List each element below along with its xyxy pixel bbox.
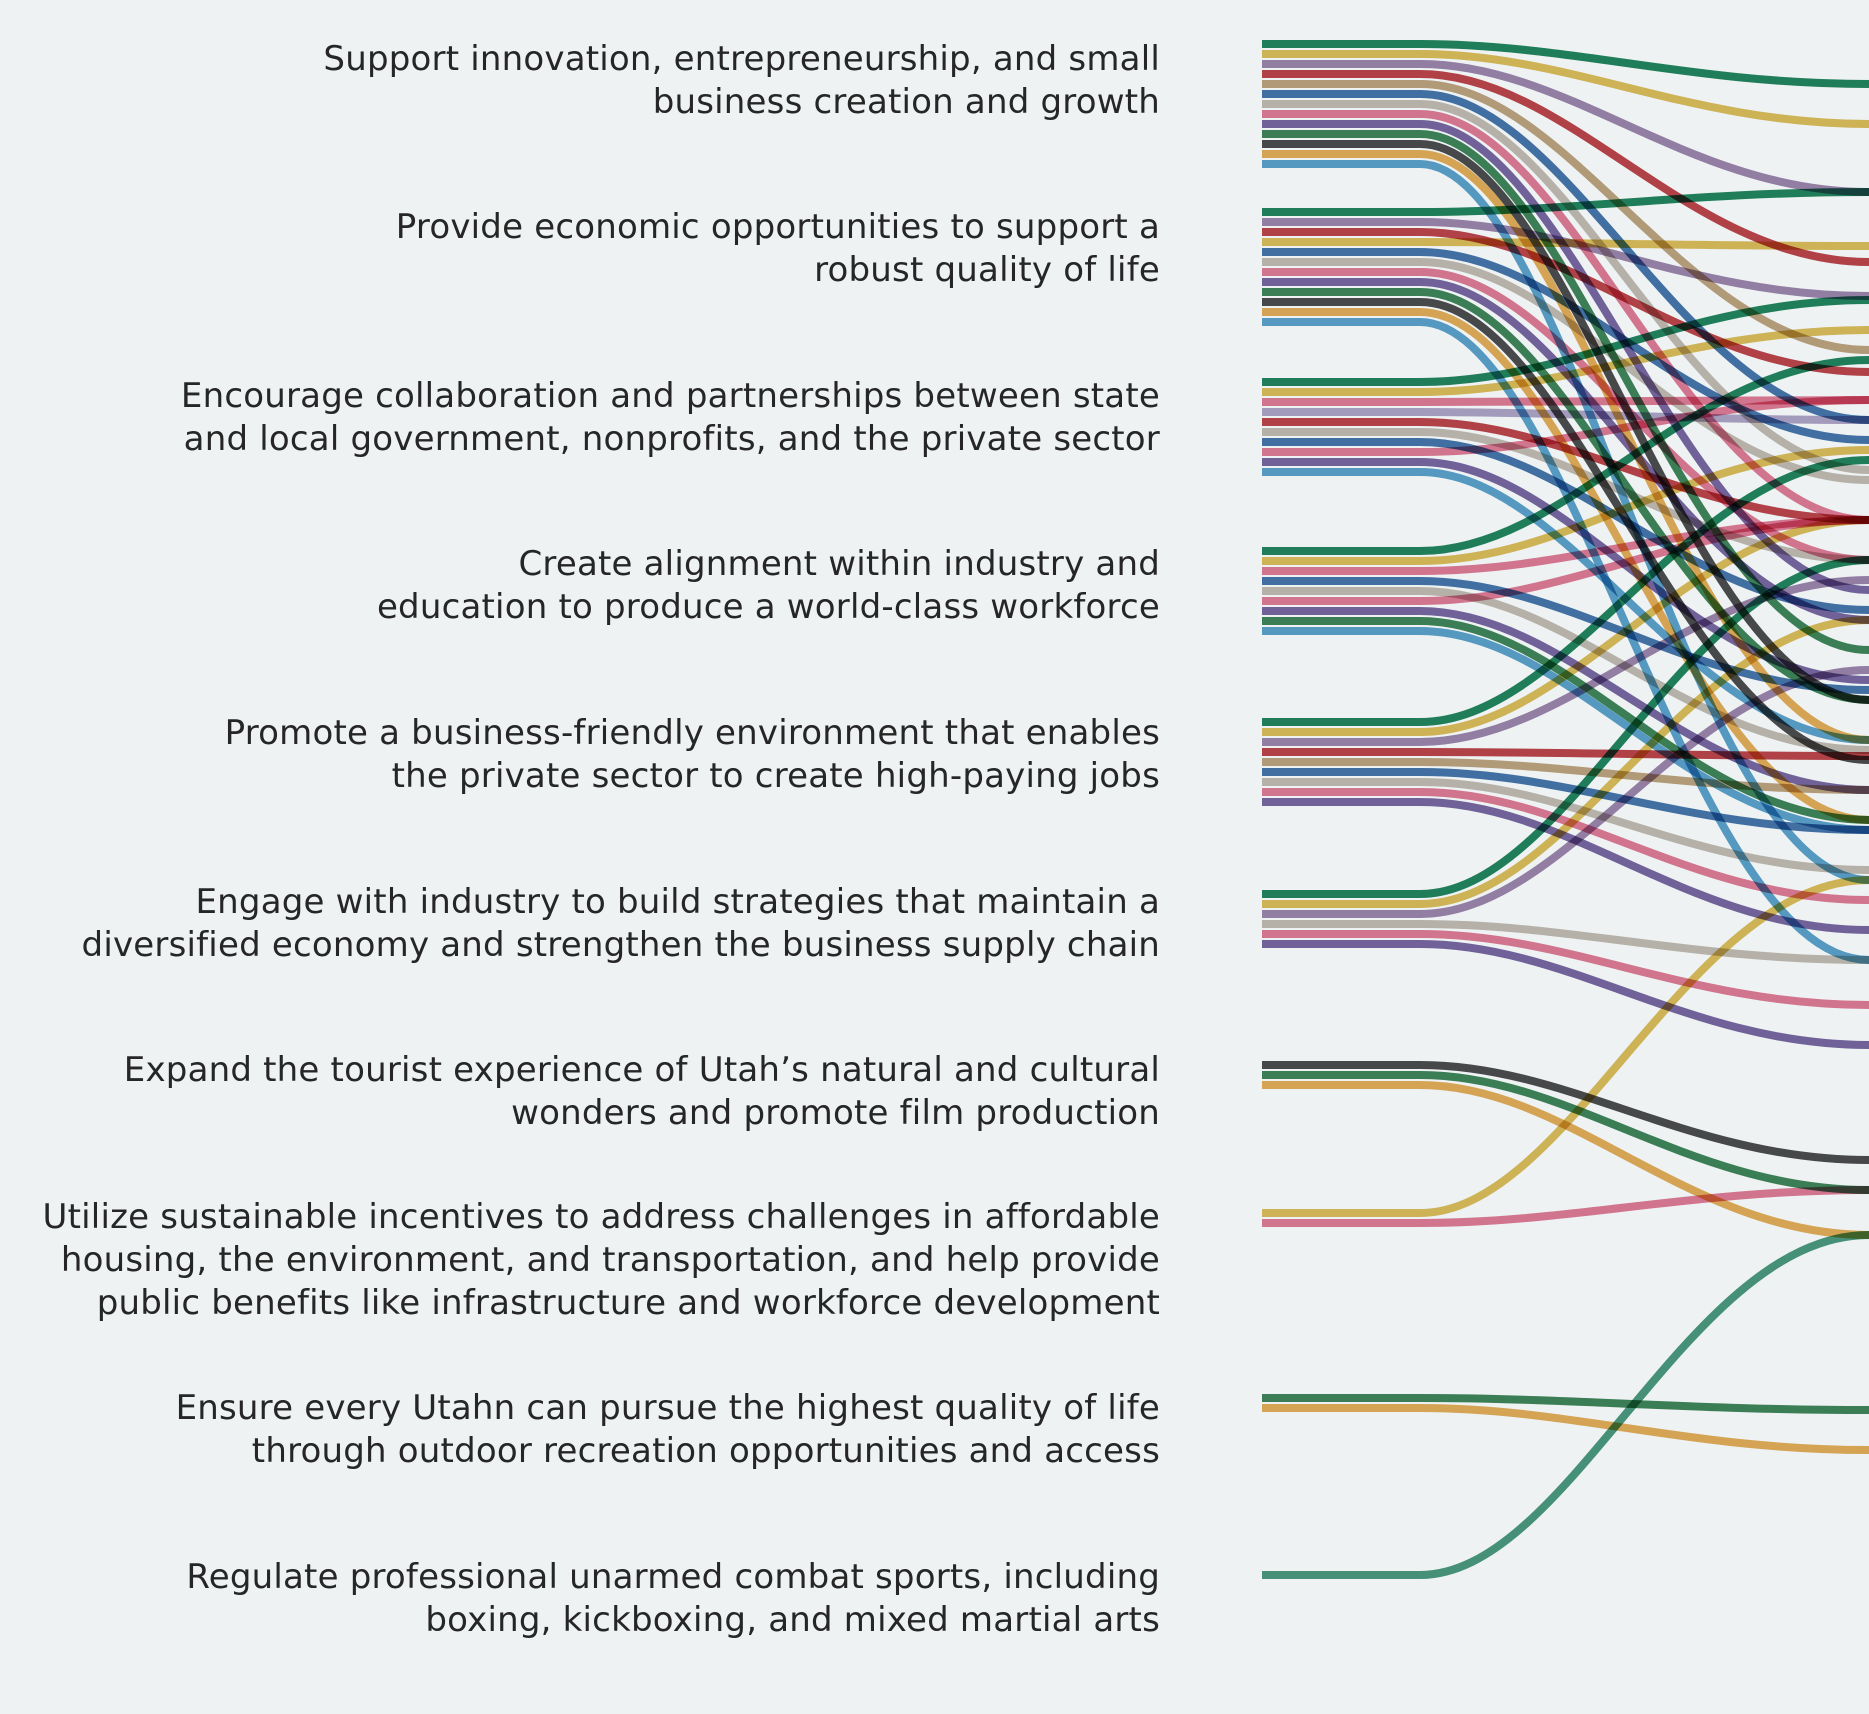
ribbon-purple <box>1262 60 1869 196</box>
ribbon-orange <box>1262 150 1869 744</box>
ribbon-purple <box>1262 576 1869 746</box>
ribbon-purple <box>1262 666 1869 918</box>
goal-label-line: through outdoor recreation opportunities… <box>251 1431 1160 1471</box>
ribbon-green <box>1262 188 1869 216</box>
ribbon-forest <box>1262 1394 1869 1414</box>
ribbon-pink <box>1262 1186 1869 1227</box>
goal-label: Encourage collaboration and partnerships… <box>40 375 1160 461</box>
ribbon-violet <box>1262 798 1869 934</box>
goal-label-line: Regulate professional unarmed combat spo… <box>186 1557 1160 1597</box>
ribbon-green <box>1262 356 1869 555</box>
ribbon-green <box>1262 40 1869 88</box>
ribbon-pink <box>1262 268 1869 564</box>
ribbon-yellow <box>1262 616 1869 908</box>
ribbon-yellow <box>1262 876 1869 1217</box>
goal-label-line: Ensure every Utahn can pursue the highes… <box>175 1388 1160 1428</box>
goal-label: Utilize sustainable incentives to addres… <box>40 1196 1160 1325</box>
goal-label: Regulate professional unarmed combat spo… <box>40 1556 1160 1642</box>
goal-label-line: business creation and growth <box>652 82 1160 122</box>
goal-label: Promote a business-friendly environment … <box>40 712 1160 798</box>
goal-label-line: and local government, nonprofits, and th… <box>183 419 1160 459</box>
goal-label: Engage with industry to build strategies… <box>40 881 1160 967</box>
goal-label-line: Provide economic opportunities to suppor… <box>395 207 1160 247</box>
ribbon-yellow <box>1262 238 1869 250</box>
goal-label-line: public benefits like infrastructure and … <box>96 1283 1160 1323</box>
ribbon-forest <box>1262 288 1869 704</box>
goal-label-line: Utilize sustainable incentives to addres… <box>42 1197 1160 1237</box>
ribbon-red <box>1262 228 1869 376</box>
goal-label-line: Encourage collaboration and partnerships… <box>180 376 1160 416</box>
ribbon-yellow <box>1262 326 1869 396</box>
goal-label-line: diversified economy and strengthen the b… <box>81 925 1160 965</box>
ribbon-violet <box>1262 607 1869 794</box>
goal-label: Ensure every Utahn can pursue the highes… <box>40 1387 1160 1473</box>
ribbon-pink <box>1262 110 1869 524</box>
goal-label-line: Engage with industry to build strategies… <box>195 882 1160 922</box>
ribbon-pink <box>1262 930 1869 1009</box>
ribbon-black <box>1262 1061 1869 1164</box>
ribbon-green <box>1262 456 1869 726</box>
goal-label: Create alignment within industry and educ… <box>40 543 1160 629</box>
ribbon-sky <box>1262 627 1869 834</box>
ribbon-pink <box>1262 788 1869 904</box>
ribbon-purple <box>1262 218 1869 300</box>
goal-label-line: Create alignment within industry and <box>518 544 1160 584</box>
ribbon-forest <box>1262 1071 1869 1194</box>
ribbon-silver <box>1262 100 1869 474</box>
goal-label-line: housing, the environment, and transporta… <box>60 1240 1160 1280</box>
goal-label-line: the private sector to create high-paying… <box>391 756 1160 796</box>
goal-label-line: Expand the tourist experience of Utah’s … <box>123 1050 1160 1090</box>
ribbon-yellow <box>1262 446 1869 565</box>
goal-label: Provide economic opportunities to suppor… <box>40 206 1160 292</box>
goal-label-line: Promote a business-friendly environment … <box>224 713 1160 753</box>
ribbon-red <box>1262 70 1869 266</box>
goal-label-line: boxing, kickboxing, and mixed martial ar… <box>425 1600 1160 1640</box>
ribbon-pink <box>1262 396 1869 456</box>
ribbon-green <box>1262 556 1869 898</box>
ribbon-green <box>1262 296 1869 386</box>
goal-label: Expand the tourist experience of Utah’s … <box>40 1049 1160 1135</box>
goal-label-line: robust quality of life <box>814 250 1160 290</box>
ribbon-lilac <box>1262 408 1869 424</box>
ribbon-red <box>1262 748 1869 760</box>
ribbon-pink <box>1262 516 1869 605</box>
ribbon-orange <box>1262 1081 1869 1239</box>
goal-label: Support innovation, entrepreneurship, an… <box>40 38 1160 124</box>
ribbon-yellow <box>1262 50 1869 128</box>
ribbon-red <box>1262 418 1869 524</box>
ribbon-silver <box>1262 428 1869 564</box>
goal-label-line: Support innovation, entrepreneurship, an… <box>323 39 1160 79</box>
ribbon-orange <box>1262 1404 1869 1454</box>
ribbon-violet <box>1262 940 1869 1049</box>
goal-label-line: education to produce a world-class workf… <box>376 587 1160 627</box>
ribbon-forest <box>1262 617 1869 824</box>
ribbon-forest <box>1262 130 1869 654</box>
ribbon-silver <box>1262 920 1869 964</box>
ribbon-teal <box>1262 1231 1869 1579</box>
goal-label-line: wonders and promote film production <box>511 1093 1160 1133</box>
ribbon-silver <box>1262 778 1869 874</box>
ribbon-yellow <box>1262 516 1869 736</box>
